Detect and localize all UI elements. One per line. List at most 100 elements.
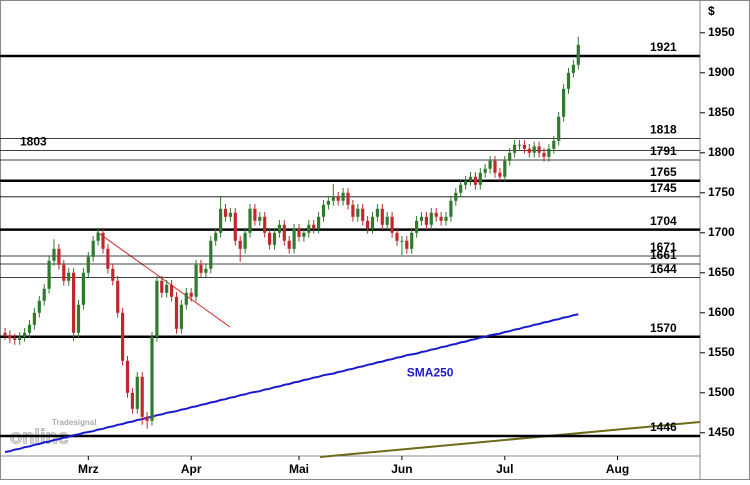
candle-body	[62, 264, 66, 281]
candle-body	[8, 335, 12, 339]
candle-body	[96, 232, 100, 241]
candle-body	[532, 146, 536, 153]
candle-body	[72, 272, 76, 333]
candle-body	[370, 216, 375, 229]
candle-body	[184, 292, 188, 305]
candle-body	[380, 208, 384, 225]
candle-body	[253, 208, 257, 221]
candle-body	[302, 232, 306, 237]
y-tick-label: 1800	[708, 145, 735, 159]
candle-body	[228, 212, 232, 217]
candle-body	[125, 360, 130, 393]
candle-body	[165, 284, 169, 293]
candle-body	[498, 172, 502, 177]
candle-body	[135, 376, 139, 409]
candle-body	[18, 336, 22, 340]
candle-body	[366, 220, 370, 229]
x-tick-label: Apr	[181, 462, 202, 476]
candle-body	[174, 296, 179, 329]
candle-body	[287, 240, 291, 249]
y-tick-label: 1700	[708, 225, 735, 239]
candle-body	[155, 280, 159, 337]
candle-body	[566, 72, 571, 89]
candle-body	[223, 208, 228, 217]
candle-body	[331, 196, 335, 201]
long-term-line	[319, 421, 701, 458]
trend-line	[96, 231, 231, 328]
candle-body	[547, 148, 551, 157]
candle-body	[444, 216, 448, 221]
candle-body	[415, 220, 419, 233]
candle-body	[219, 208, 223, 233]
candle-body	[478, 172, 482, 185]
candle-body	[47, 260, 51, 289]
candle-body	[503, 160, 507, 177]
candle-body	[209, 240, 213, 269]
line-label: SMA250	[407, 365, 454, 379]
candle-body	[419, 216, 424, 221]
candle-body	[513, 144, 517, 153]
y-tick-label: 1600	[708, 305, 735, 319]
candle-body	[346, 192, 350, 205]
candle-body	[23, 332, 27, 337]
candle-body	[517, 144, 522, 146]
candle-body	[268, 232, 272, 245]
candle-body	[238, 240, 242, 249]
candle-body	[390, 216, 394, 233]
candle-body	[395, 232, 399, 241]
level-label: 1704	[650, 214, 677, 228]
candle-body	[449, 200, 453, 217]
level-label: 1765	[650, 165, 677, 179]
candle-body	[106, 248, 110, 269]
level-label: 1921	[650, 40, 677, 54]
candle-body	[576, 44, 580, 65]
candle-body	[292, 228, 296, 249]
y-axis-label: $	[708, 4, 715, 18]
y-tick-label: 1450	[708, 425, 735, 439]
candle-body	[194, 264, 198, 297]
candle-body	[312, 224, 316, 229]
x-tick-label: Aug	[606, 462, 629, 476]
y-tick-label: 1650	[708, 265, 735, 279]
candle-body	[179, 304, 183, 329]
candle-body	[307, 224, 311, 233]
candle-body	[356, 208, 360, 217]
candle-body	[121, 312, 125, 361]
level-label: 1570	[650, 321, 677, 335]
y-tick-label: 1500	[708, 385, 735, 399]
candle-body	[145, 416, 149, 421]
candle-body	[248, 208, 252, 233]
candle-body	[522, 144, 526, 149]
candle-body	[400, 240, 404, 242]
candle-body	[91, 240, 95, 257]
candle-body	[160, 280, 164, 293]
candle-body	[170, 284, 174, 297]
y-tick-label: 1750	[708, 185, 735, 199]
level-label: 1644	[650, 262, 677, 276]
candle-body	[52, 248, 56, 261]
candle-body	[116, 280, 120, 313]
candle-body	[385, 216, 389, 225]
x-tick-label: Mai	[289, 462, 309, 476]
candle-body	[326, 200, 330, 205]
y-tick-label: 1550	[708, 345, 735, 359]
candle-body	[508, 152, 512, 161]
candle-body	[473, 176, 477, 185]
candle-body	[37, 300, 41, 313]
level-label: 1446	[650, 420, 677, 434]
candle-body	[81, 272, 85, 305]
candle-body	[282, 224, 286, 241]
candle-body	[375, 208, 379, 217]
candle-body	[336, 196, 340, 201]
x-tick-label: Mrz	[78, 462, 99, 476]
candle-body	[459, 184, 463, 193]
candle-body	[204, 268, 208, 273]
candle-body	[321, 204, 326, 217]
candle-body	[527, 148, 531, 153]
candle-body	[67, 272, 71, 281]
candle-body	[483, 168, 487, 173]
candle-body	[542, 152, 546, 157]
candle-body	[405, 240, 409, 249]
candle-body	[140, 376, 144, 417]
